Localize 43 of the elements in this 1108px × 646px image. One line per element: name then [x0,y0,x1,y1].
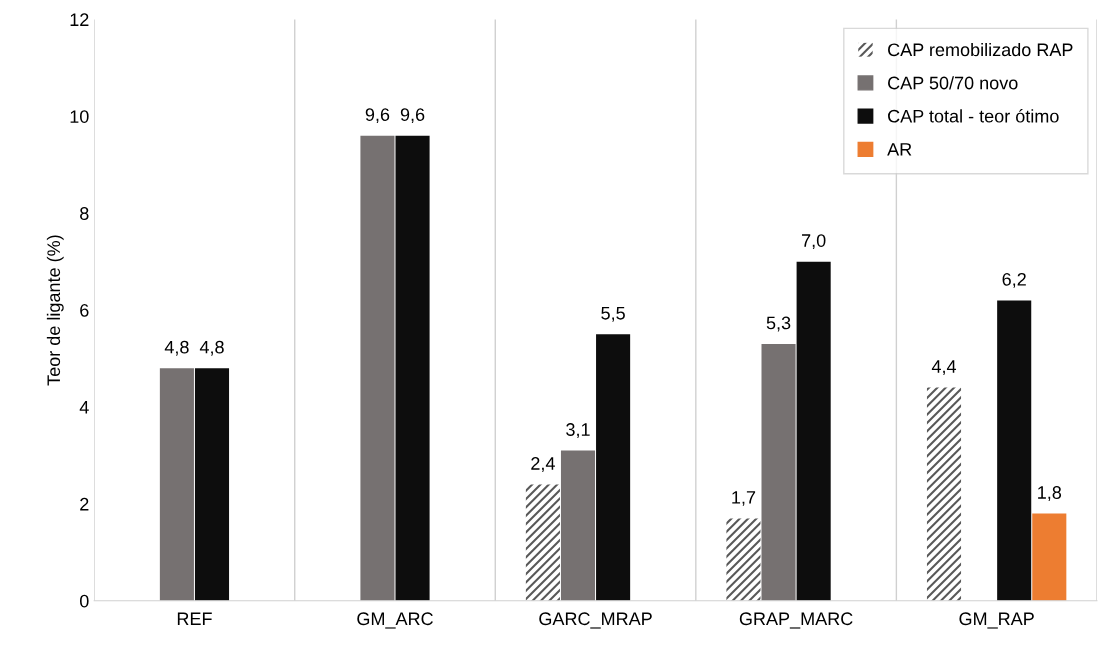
x-tick-label: GM_ARC [357,612,433,629]
x-tick-label: GRAP_MARC [739,612,853,629]
data-label: 4,4 [931,360,957,376]
bar [761,344,796,601]
bar [525,484,560,601]
legend-label: CAP total - teor ótimo [888,109,1059,123]
data-label: 6,2 [1002,272,1026,288]
y-tick-label: 10 [70,110,89,123]
legend-label: CAP 50/70 novo [888,76,1018,90]
x-tick-label: GARC_MRAP [539,612,652,629]
y-tick-label: 6 [80,304,89,317]
bar [159,368,194,601]
y-tick-label: 12 [70,13,89,26]
y-tick-label: 4 [79,401,89,414]
y-tick-label: 8 [80,207,89,220]
data-label: 1,8 [1038,486,1062,502]
data-label: 4,8 [164,340,189,356]
data-label: 9,6 [400,108,425,124]
bar [596,334,631,601]
y-axis-title: Teor de ligante (%) [46,235,64,386]
bar [726,518,761,601]
legend-label: AR [887,143,912,156]
data-label: 2,4 [531,457,555,472]
y-tick-label: 2 [80,497,89,511]
data-label: 1,7 [732,491,756,506]
legend-label: CAP remobilizado RAP [888,42,1073,57]
bar [194,368,230,601]
data-label: 9,6 [365,108,390,124]
data-label: 5,5 [601,307,625,322]
bar [926,387,962,601]
data-label: 3,1 [566,423,590,439]
x-tick-label: GM_RAP [959,612,1034,629]
bar [360,135,395,601]
y-tick-label: 0 [79,594,89,608]
x-tick-label: REF [177,612,212,625]
bar [1032,513,1067,601]
bar [997,300,1032,601]
bar [395,135,430,601]
data-label: 7,0 [802,234,826,250]
bar [560,450,596,601]
bar [796,261,831,601]
data-label: 5,3 [766,316,791,332]
data-label: 4,8 [199,340,224,356]
